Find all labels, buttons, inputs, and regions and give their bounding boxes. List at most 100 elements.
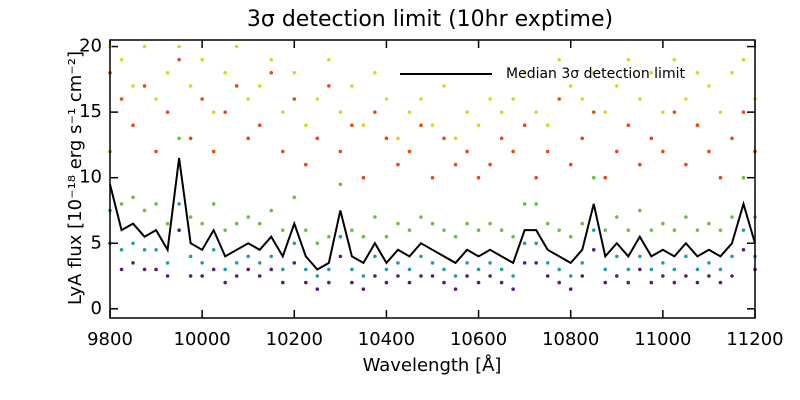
scatter-point bbox=[741, 228, 746, 232]
scatter-point bbox=[338, 182, 343, 187]
x-tick-label: 11000 bbox=[634, 329, 691, 350]
y-tick-label: 20 bbox=[79, 36, 102, 57]
scatter-point bbox=[396, 274, 400, 278]
scatter-point bbox=[591, 110, 596, 114]
scatter-point bbox=[223, 280, 227, 285]
scatter-point bbox=[384, 234, 389, 239]
scatter-point bbox=[131, 123, 135, 128]
scatter-point bbox=[246, 97, 251, 101]
scatter-point bbox=[730, 215, 734, 219]
scatter-point bbox=[557, 57, 561, 62]
scatter-point bbox=[638, 97, 642, 101]
scatter-point bbox=[188, 84, 193, 88]
scatter-point bbox=[188, 254, 193, 259]
scatter-point bbox=[638, 267, 642, 272]
scatter-point bbox=[661, 110, 665, 114]
scatter-point bbox=[488, 261, 492, 265]
scatter-point bbox=[522, 261, 527, 265]
x-axis-label: Wavelength [Å] bbox=[363, 354, 502, 376]
scatter-point bbox=[442, 267, 446, 272]
scatter-point bbox=[234, 261, 239, 265]
scatter-point bbox=[545, 274, 550, 278]
scatter-point bbox=[396, 221, 400, 226]
scatter-point bbox=[361, 287, 366, 291]
scatter-point bbox=[350, 228, 354, 232]
scatter-point bbox=[453, 162, 458, 167]
scatter-point bbox=[373, 70, 377, 75]
scatter-point bbox=[430, 274, 435, 278]
scatter-point bbox=[280, 280, 285, 285]
scatter-point bbox=[188, 215, 193, 219]
scatter-point bbox=[603, 267, 608, 272]
scatter-point bbox=[614, 149, 619, 154]
scatter-point bbox=[223, 70, 227, 75]
scatter-point bbox=[465, 221, 469, 226]
scatter-point bbox=[476, 123, 481, 128]
scatter-point bbox=[131, 84, 135, 88]
scatter-point bbox=[269, 70, 274, 75]
scatter-point bbox=[234, 221, 239, 226]
scatter-point bbox=[465, 274, 469, 278]
scatter-point bbox=[211, 267, 216, 272]
scatter-point bbox=[246, 254, 251, 259]
scatter-point bbox=[280, 149, 285, 154]
scatter-point bbox=[361, 123, 366, 128]
scatter-point bbox=[338, 110, 343, 114]
scatter-point bbox=[442, 136, 446, 141]
y-tick-label: 10 bbox=[79, 167, 102, 188]
scatter-point bbox=[511, 149, 515, 154]
scatter-point bbox=[165, 110, 170, 114]
scatter-point bbox=[476, 280, 481, 285]
scatter-point bbox=[638, 162, 642, 167]
scatter-point bbox=[396, 162, 400, 167]
scatter-point bbox=[292, 97, 297, 101]
scatter-point bbox=[580, 274, 585, 278]
scatter-point bbox=[511, 97, 515, 101]
scatter-point bbox=[730, 70, 734, 75]
scatter-point bbox=[223, 228, 227, 232]
scatter-point bbox=[488, 97, 492, 101]
scatter-point bbox=[545, 123, 550, 128]
scatter-point bbox=[304, 162, 308, 167]
scatter-point bbox=[499, 228, 504, 232]
scatter-point bbox=[488, 221, 492, 226]
scatter-point bbox=[476, 267, 481, 272]
scatter-point bbox=[327, 57, 331, 62]
scatter-point bbox=[200, 57, 204, 62]
scatter-point bbox=[211, 202, 216, 206]
scatter-point bbox=[545, 221, 550, 226]
scatter-point bbox=[407, 267, 412, 272]
y-tick-label: 15 bbox=[79, 101, 102, 122]
scatter-point bbox=[384, 267, 389, 272]
scatter-point bbox=[695, 123, 700, 128]
scatter-point bbox=[304, 228, 308, 232]
scatter-point bbox=[165, 221, 170, 226]
scatter-point bbox=[142, 248, 147, 252]
scatter-point bbox=[223, 110, 227, 114]
scatter-point bbox=[465, 110, 469, 114]
scatter-point bbox=[684, 215, 688, 219]
scatter-point bbox=[453, 287, 458, 291]
scatter-point bbox=[707, 261, 711, 265]
scatter-point bbox=[672, 280, 677, 285]
scatter-point bbox=[384, 280, 389, 285]
scatter-point bbox=[257, 84, 262, 88]
scatter-point bbox=[188, 274, 193, 278]
scatter-point bbox=[280, 110, 285, 114]
scatter-point bbox=[465, 261, 469, 265]
scatter-point bbox=[315, 241, 320, 246]
scatter-point bbox=[177, 44, 181, 49]
scatter-point bbox=[684, 254, 688, 259]
scatter-point bbox=[499, 280, 504, 285]
scatter-point bbox=[707, 149, 711, 154]
scatter-point bbox=[211, 248, 216, 252]
scatter-point bbox=[234, 84, 239, 88]
scatter-point bbox=[188, 136, 193, 141]
scatter-point bbox=[580, 221, 585, 226]
scatter-point bbox=[292, 70, 297, 75]
scatter-point bbox=[430, 261, 435, 265]
scatter-point bbox=[165, 70, 170, 75]
scatter-point bbox=[695, 70, 700, 75]
scatter-point bbox=[327, 84, 331, 88]
scatter-point bbox=[476, 228, 481, 232]
